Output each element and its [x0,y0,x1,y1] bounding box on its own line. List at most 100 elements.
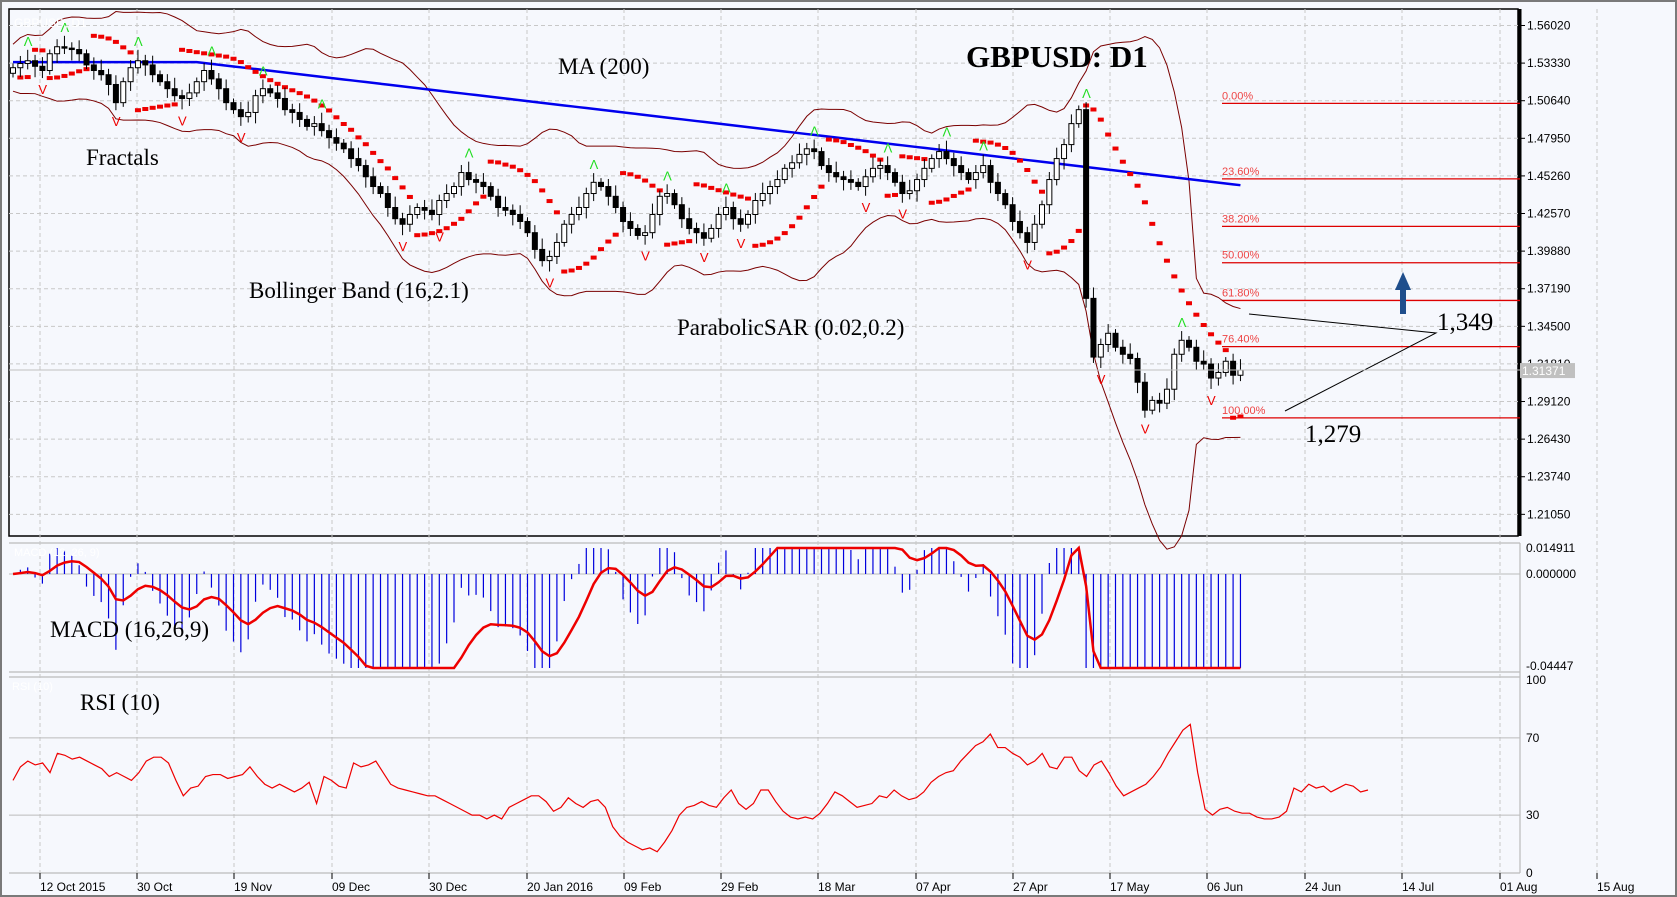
candle [693,227,700,234]
candle [899,181,906,195]
candle [32,60,39,67]
rsi-tick: 70 [1526,731,1540,745]
up-arrow-icon [1395,272,1411,314]
fractal-up-icon: Λ [979,139,988,154]
candle [502,206,509,211]
price-tick: 1.42570 [1527,207,1571,221]
candle [259,88,266,97]
candle [39,65,46,72]
rsi-label: RSI (10) [80,690,160,715]
candle [914,179,921,192]
rsi-overlay-label: RSI (10) [12,681,53,693]
price-tick: 1.47950 [1527,131,1571,145]
fractal-down-icon: V [546,276,555,291]
candle [656,195,663,215]
candle [384,193,391,208]
candle [737,218,744,225]
candle [164,81,171,90]
candle [524,220,531,234]
candle [355,158,362,167]
fractal-down-icon: V [737,236,746,251]
candle [267,88,274,94]
fib-level-label: 76.40% [1222,334,1260,346]
fractal-up-icon: Λ [24,34,33,49]
candle [884,165,891,174]
fractal-up-icon: Λ [942,125,951,140]
candle [1127,353,1134,359]
candle [245,111,252,118]
candle [473,179,480,183]
candle [509,209,516,215]
candle [1031,223,1038,243]
macd-tick: 0.000000 [1526,567,1576,581]
candle [311,123,318,127]
fractal-up-icon: Λ [207,44,216,59]
candle [605,186,612,197]
candle [759,193,766,202]
fractal-down-icon: V [1141,422,1150,437]
time-tick: 30 Oct [137,880,173,894]
candle [179,95,186,99]
candle [847,179,854,183]
candle [936,151,943,160]
time-tick: 09 Dec [332,880,370,894]
fractal-up-icon: Λ [465,146,474,161]
candle [553,241,560,257]
candle [796,153,803,164]
candle [546,255,553,262]
time-tick: 29 Feb [721,880,759,894]
candle [1156,399,1163,404]
candle [370,176,377,188]
candle [921,167,928,181]
fractal-up-icon: Λ [663,168,672,183]
candle [531,232,538,250]
price-tick: 1.39880 [1527,244,1571,258]
candle [642,232,649,236]
candle [340,142,347,150]
fractal-down-icon: V [435,229,444,244]
fractal-down-icon: V [38,82,47,97]
macd-label: MACD (16,26,9) [50,617,209,642]
candle [1112,332,1119,348]
time-tick: 15 Aug [1597,880,1634,894]
candle [436,200,443,215]
psar-label: ParabolicSAR (0.02,0.2) [677,315,904,340]
candle [193,81,200,94]
candle [649,213,656,234]
candle [68,47,75,51]
bollinger-lower [12,90,1241,550]
candle [708,227,715,239]
candle [517,213,524,222]
candle [1222,360,1229,373]
candle [568,213,575,225]
candle [752,200,759,215]
candle [730,206,737,220]
candle [296,111,303,120]
candle [700,232,707,239]
candle [1208,363,1215,379]
price-tick: 1.37190 [1527,282,1571,296]
candle [451,186,457,195]
candle [774,179,781,188]
price-tick: 1.23740 [1527,470,1571,484]
candle [869,167,876,178]
candle [274,92,281,99]
fractal-down-icon: V [641,249,650,264]
time-tick: 27 Apr [1013,880,1048,894]
candle [1200,360,1207,365]
candle [1075,109,1082,125]
macd-signal-line [12,545,1241,670]
price-pane[interactable] [8,8,1519,537]
candle [1016,220,1023,234]
candle [10,67,16,74]
fib-level-label: 50.00% [1222,250,1260,262]
chart-title: GBPUSD: D1 [966,39,1148,74]
candle [377,186,384,195]
candle [1061,144,1068,160]
candle [348,148,355,160]
candle [186,92,193,99]
macd-tick: -0.04447 [1526,659,1574,673]
candle [83,53,90,66]
candle [1046,179,1053,206]
